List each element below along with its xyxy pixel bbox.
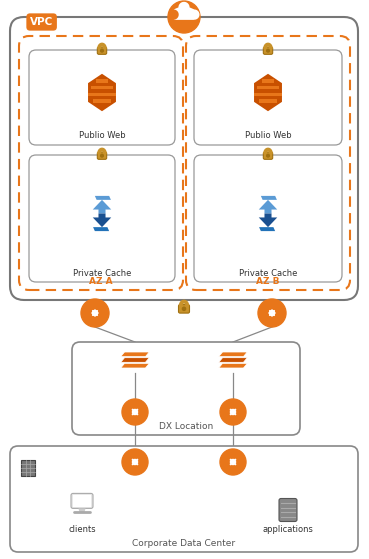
- Polygon shape: [93, 214, 111, 227]
- Circle shape: [168, 1, 200, 33]
- Polygon shape: [93, 227, 109, 231]
- FancyBboxPatch shape: [279, 499, 297, 522]
- Text: Corporate Data Center: Corporate Data Center: [132, 539, 235, 548]
- Circle shape: [101, 49, 103, 52]
- Polygon shape: [219, 363, 247, 368]
- Polygon shape: [259, 227, 275, 231]
- Polygon shape: [78, 508, 86, 513]
- FancyBboxPatch shape: [97, 47, 107, 54]
- Text: AZ A: AZ A: [89, 277, 113, 286]
- Polygon shape: [95, 196, 111, 200]
- Circle shape: [81, 299, 109, 327]
- Polygon shape: [93, 100, 111, 103]
- Polygon shape: [261, 196, 277, 200]
- FancyBboxPatch shape: [194, 155, 342, 282]
- Polygon shape: [219, 352, 247, 357]
- Circle shape: [101, 154, 103, 157]
- Circle shape: [267, 154, 269, 157]
- Polygon shape: [121, 358, 149, 362]
- Polygon shape: [259, 100, 277, 103]
- Polygon shape: [257, 86, 279, 89]
- Polygon shape: [89, 92, 115, 96]
- Text: Publio Web: Publio Web: [79, 131, 125, 140]
- Text: applications: applications: [263, 524, 313, 533]
- Text: DX Location: DX Location: [159, 422, 213, 431]
- Polygon shape: [96, 79, 108, 83]
- Polygon shape: [262, 79, 275, 83]
- FancyBboxPatch shape: [73, 495, 92, 507]
- Polygon shape: [121, 363, 149, 368]
- Polygon shape: [121, 352, 149, 357]
- Polygon shape: [219, 358, 247, 362]
- FancyBboxPatch shape: [10, 17, 358, 300]
- FancyBboxPatch shape: [97, 152, 107, 159]
- FancyBboxPatch shape: [71, 494, 93, 508]
- Circle shape: [182, 307, 186, 310]
- FancyBboxPatch shape: [10, 446, 358, 552]
- Circle shape: [122, 399, 148, 425]
- Text: AZ B: AZ B: [256, 277, 280, 286]
- Polygon shape: [259, 214, 277, 227]
- FancyBboxPatch shape: [29, 155, 175, 282]
- FancyBboxPatch shape: [21, 459, 35, 476]
- Polygon shape: [255, 92, 282, 96]
- FancyBboxPatch shape: [29, 50, 175, 145]
- Text: VPC: VPC: [30, 17, 53, 27]
- FancyBboxPatch shape: [194, 50, 342, 145]
- FancyBboxPatch shape: [72, 342, 300, 435]
- Circle shape: [220, 449, 246, 475]
- Text: Publio Web: Publio Web: [245, 131, 291, 140]
- Text: Private Cache: Private Cache: [239, 268, 297, 277]
- Text: clients: clients: [68, 524, 96, 533]
- FancyBboxPatch shape: [179, 305, 190, 313]
- FancyBboxPatch shape: [263, 152, 273, 159]
- Circle shape: [258, 299, 286, 327]
- Polygon shape: [254, 74, 282, 111]
- Circle shape: [267, 49, 269, 52]
- Polygon shape: [93, 200, 111, 214]
- Text: Private Cache: Private Cache: [73, 268, 131, 277]
- Polygon shape: [88, 74, 116, 111]
- Circle shape: [122, 449, 148, 475]
- Polygon shape: [91, 86, 113, 89]
- Polygon shape: [259, 200, 277, 214]
- FancyBboxPatch shape: [263, 47, 273, 54]
- Circle shape: [220, 399, 246, 425]
- Polygon shape: [173, 2, 200, 20]
